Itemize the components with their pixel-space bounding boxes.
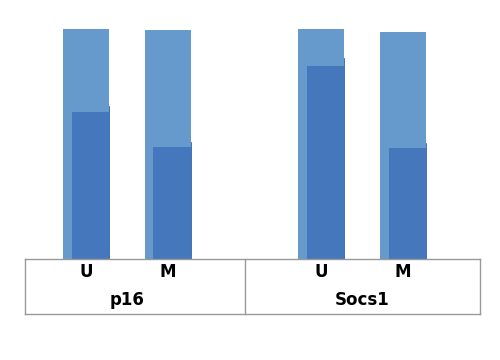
Bar (298, 0, 344, 66)
Text: M: M (395, 263, 411, 281)
Bar (298, 58, 306, 259)
Text: U: U (314, 263, 328, 281)
Text: 33.2: 33.2 (66, 85, 107, 103)
Bar (64, 0, 110, 112)
Bar (380, 143, 388, 259)
Bar (380, 143, 426, 259)
Bar (64, 106, 110, 259)
Bar (145, 30, 191, 147)
Bar (298, 58, 344, 259)
Bar (145, 142, 191, 259)
Text: U: U (80, 263, 93, 281)
Text: 25.4: 25.4 (148, 121, 188, 139)
Text: 25.2: 25.2 (382, 122, 424, 140)
Text: Socs1: Socs1 (335, 291, 390, 309)
Bar (64, 106, 72, 259)
Text: M: M (160, 263, 176, 281)
Bar (380, 32, 426, 148)
Text: 43.6: 43.6 (301, 37, 342, 55)
Text: p16: p16 (110, 291, 144, 309)
Bar (145, 142, 154, 259)
